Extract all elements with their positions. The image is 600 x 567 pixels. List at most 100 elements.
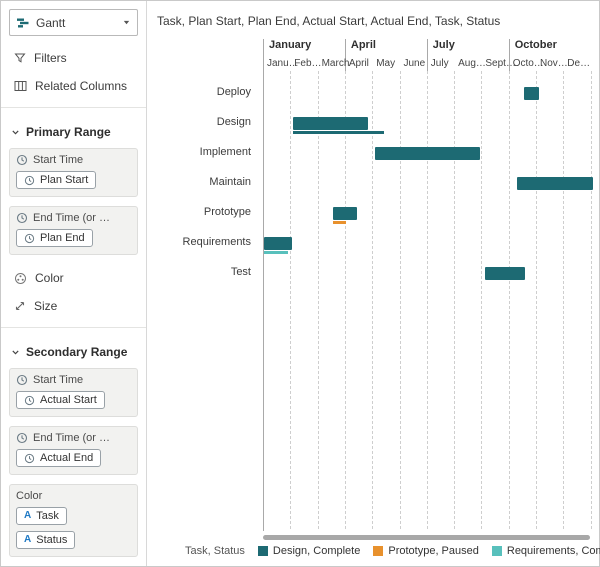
pill-actual-start[interactable]: Actual Start: [16, 391, 105, 409]
axis-month-label: May: [376, 58, 396, 69]
primary-size-dropzone[interactable]: Size: [1, 292, 146, 320]
month-gridline: [536, 71, 537, 529]
legend-swatch: [257, 546, 268, 556]
axis-month-label: De…: [567, 58, 591, 69]
axis-month-label: Aug…: [458, 58, 486, 69]
secondary-range-title: Secondary Range: [26, 345, 128, 359]
y-axis-line: [263, 39, 264, 531]
dropzone-label: Start Time: [16, 154, 131, 166]
axis-month-label: Nov…: [540, 58, 568, 69]
legend-swatch: [373, 546, 384, 556]
axis-quarter-label: October: [514, 39, 557, 51]
pill-label: Status: [36, 534, 68, 546]
dropzone-label-text: Start Time: [33, 374, 84, 386]
viz-type-selector[interactable]: Gantt: [9, 9, 138, 36]
divider: [1, 327, 146, 328]
chevron-down-icon: [11, 348, 20, 357]
month-gridline: [508, 71, 510, 529]
primary-range-title: Primary Range: [26, 125, 111, 139]
gantt-viz-icon: [16, 16, 30, 30]
task-label: Design: [216, 116, 251, 128]
viz-type-label: Gantt: [36, 15, 66, 30]
secondary-start-time-dropzone[interactable]: Start Time Actual Start: [9, 368, 138, 417]
clock-icon: [24, 453, 35, 464]
color-icon: [14, 272, 27, 285]
axis-month-label: July: [430, 58, 449, 69]
secondary-color-dropzone[interactable]: Color A Task A Status: [9, 484, 138, 557]
gantt-bar-prototype[interactable]: [332, 206, 358, 220]
clock-icon: [24, 175, 35, 186]
pill-status[interactable]: A Status: [16, 531, 76, 549]
chart-title: Task, Plan Start, Plan End, Actual Start…: [157, 14, 501, 28]
gantt-actual-bar-design[interactable]: [293, 130, 385, 134]
month-gridline: [454, 71, 456, 529]
clock-icon: [16, 374, 28, 386]
canvas: Task, Plan Start, Plan End, Actual Start…: [147, 1, 600, 566]
task-label: Test: [230, 266, 251, 278]
primary-range-section-header[interactable]: Primary Range: [1, 115, 146, 145]
primary-color-dropzone[interactable]: Color: [1, 264, 146, 292]
month-gridline: [317, 71, 319, 529]
gantt-bar-requirements[interactable]: [264, 236, 292, 250]
pill-label: Actual End: [40, 452, 94, 464]
pill-label: Plan End: [40, 232, 85, 244]
primary-end-time-dropzone[interactable]: End Time (or … Plan End: [9, 206, 138, 255]
gantt-bar-implement[interactable]: [374, 146, 481, 160]
task-label: Maintain: [209, 176, 251, 188]
gantt-bar-design[interactable]: [293, 116, 369, 130]
pill-plan-end[interactable]: Plan End: [16, 229, 93, 247]
axis-month-label: April: [348, 58, 369, 69]
month-gridline: [344, 71, 346, 529]
attribute-icon: A: [24, 510, 32, 521]
pill-label: Task: [36, 510, 59, 522]
filter-icon: [14, 52, 26, 64]
legend-item[interactable]: Design, Complete: [257, 545, 361, 557]
legend-title: Task, Status: [185, 545, 245, 557]
primary-start-time-dropzone[interactable]: Start Time Plan Start: [9, 148, 138, 197]
axis-quarter-label: April: [350, 39, 376, 51]
month-gridline: [481, 71, 483, 529]
dropzone-label-text: Color: [16, 490, 43, 502]
legend-label: Prototype, Paused: [388, 545, 479, 557]
clock-icon: [16, 432, 28, 444]
divider: [1, 107, 146, 108]
horizontal-scrollbar[interactable]: [263, 535, 590, 540]
gantt-bar-test[interactable]: [485, 266, 526, 280]
filters-label: Filters: [34, 51, 67, 65]
attribute-icon: A: [24, 534, 32, 545]
gantt-actual-bar-requirements[interactable]: [264, 250, 288, 254]
secondary-range-section-header[interactable]: Secondary Range: [1, 335, 146, 365]
gantt-bar-deploy[interactable]: [523, 86, 539, 100]
axis-month-label: Feb…: [294, 58, 322, 69]
legend-item[interactable]: Requirements, Complete: [491, 545, 600, 557]
clock-icon: [24, 395, 35, 406]
related-columns-button[interactable]: Related Columns: [1, 72, 146, 100]
dropzone-label-text: End Time (or …: [33, 212, 111, 224]
month-gridline: [290, 71, 292, 529]
pill-plan-start[interactable]: Plan Start: [16, 171, 97, 189]
dropzone-label: End Time (or …: [16, 432, 131, 444]
month-gridline: [590, 71, 592, 529]
dropzone-label: Start Time: [16, 374, 131, 386]
axis-month-label: March: [321, 58, 350, 69]
filters-button[interactable]: Filters: [1, 44, 146, 72]
secondary-end-time-dropzone[interactable]: End Time (or … Actual End: [9, 426, 138, 475]
pill-actual-end[interactable]: Actual End: [16, 449, 102, 467]
dropzone-label: End Time (or …: [16, 212, 131, 224]
gantt-bar-maintain[interactable]: [516, 176, 594, 190]
axis-month-label: Janu…: [267, 58, 299, 69]
pill-task[interactable]: A Task: [16, 507, 67, 525]
dropzone-label: Color: [16, 490, 131, 502]
legend-item[interactable]: Prototype, Paused: [373, 545, 479, 557]
legend-label: Design, Complete: [272, 545, 361, 557]
gantt-actual-bar-prototype[interactable]: [332, 220, 347, 224]
quarter-tick: [344, 39, 346, 71]
dropzone-label-text: Start Time: [33, 154, 84, 166]
pill-label: Plan Start: [40, 174, 89, 186]
resize-icon: [14, 300, 26, 312]
gantt-chart: January April July October Janu… Feb… March Apr…: [147, 1, 599, 566]
size-label: Size: [34, 299, 58, 313]
task-label: Requirements: [182, 236, 251, 248]
axis-month-label: Octo…: [512, 58, 544, 69]
